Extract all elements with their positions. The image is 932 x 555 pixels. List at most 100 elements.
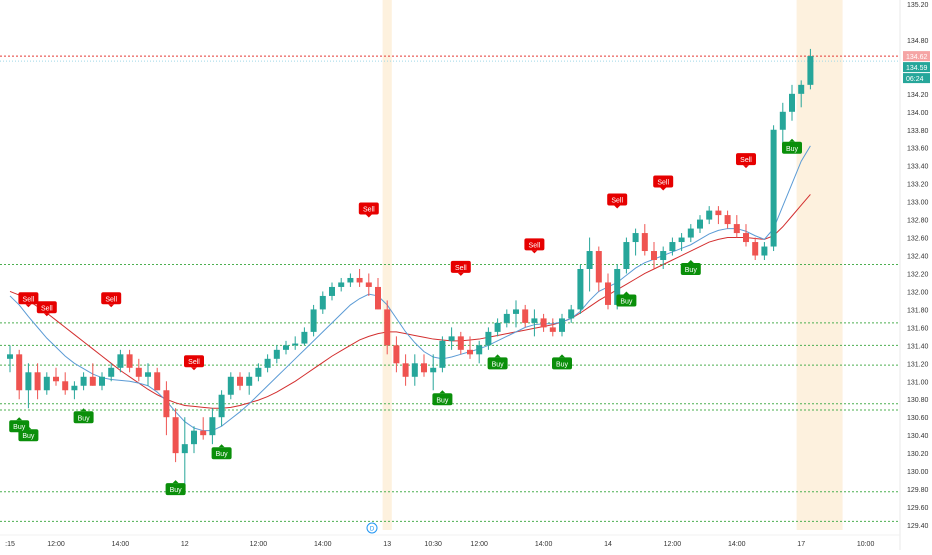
buy-signal-label: Buy (620, 298, 633, 305)
candle-body (448, 336, 455, 341)
candle-body (227, 376, 234, 395)
candle-body (237, 376, 243, 386)
candle-down (522, 304, 529, 328)
sell-signal: Sell (36, 301, 57, 317)
candle-up (586, 237, 593, 292)
candle-up (660, 246, 667, 269)
candle-up (687, 224, 694, 243)
candle-down (53, 367, 59, 386)
x-tick-label: 12:00 (250, 541, 268, 548)
candle-body (559, 318, 565, 332)
candle-body (375, 286, 381, 310)
candle-up (770, 125, 777, 252)
price-axis[interactable]: 135.20134.80134.40134.20134.00133.80133.… (907, 2, 929, 530)
sell-signal: Sell (358, 202, 379, 218)
sell-signal-box (450, 260, 471, 273)
candle-body (430, 367, 437, 373)
candle-up (697, 215, 703, 234)
candle-body (439, 340, 446, 368)
buy-signal-box (211, 447, 232, 460)
candle-up (218, 390, 225, 427)
buy-signal-arrow (494, 354, 501, 358)
y-tick-label: 130.80 (907, 397, 929, 404)
candle-body (513, 309, 519, 314)
sell-signal: Sell (736, 153, 756, 169)
candle-body (421, 363, 427, 373)
sell-signal-arrow (531, 250, 538, 254)
candle-up (798, 80, 805, 108)
y-tick-label: 130.40 (907, 433, 929, 440)
candle-down (457, 331, 464, 355)
candle-body (632, 233, 639, 243)
candle-up (494, 318, 501, 337)
sell-signal-arrow (25, 304, 32, 308)
candle-body (99, 376, 105, 386)
sell-signal: Sell (450, 260, 471, 276)
candle-body (651, 251, 657, 261)
last-price-tag-label: 134.59 (906, 65, 928, 72)
y-tick-label: 131.00 (907, 379, 929, 386)
candle-up (411, 354, 418, 386)
buy-signal-box (432, 393, 453, 406)
candle-down (651, 242, 657, 269)
x-tick-label: 17 (797, 541, 805, 548)
candle-up (209, 408, 216, 445)
candle-down (237, 372, 243, 391)
candle-up (503, 309, 510, 328)
sell-signal-arrow (457, 272, 464, 276)
y-tick-label: 133.40 (907, 164, 929, 171)
y-tick-label: 132.20 (907, 271, 929, 278)
candle-up (25, 363, 32, 409)
session-shade (382, 0, 392, 530)
scroll-marker-label: D (370, 527, 375, 533)
buy-signal-arrow (80, 408, 87, 412)
buy-signal-box (616, 294, 637, 307)
y-tick-label: 131.40 (907, 343, 929, 350)
candle-down (135, 358, 142, 382)
candle-body (393, 345, 400, 364)
candle-body (347, 277, 354, 283)
candle-body (154, 372, 161, 391)
candle-body (706, 210, 713, 220)
y-tick-label: 131.80 (907, 307, 929, 314)
candle-down (154, 367, 161, 391)
y-tick-label: 130.00 (907, 469, 929, 476)
buy-signal-box (73, 411, 94, 424)
candle-down (89, 363, 96, 386)
time-axis[interactable]: :15 12:00 14:00 12 12:00 14:00 13 10:30 12:00 14:… (0, 522, 900, 548)
buy-signal: Buy (782, 138, 802, 154)
candle-body (126, 354, 133, 368)
sell-signal-label: Sell (363, 206, 375, 213)
candles (7, 48, 814, 490)
buy-signal-label: Buy (22, 433, 35, 440)
buy-signal-box (552, 357, 572, 370)
sell-signal-label: Sell (41, 305, 53, 312)
candle-body (209, 417, 216, 436)
candle-up (246, 372, 253, 395)
candle-body (319, 295, 326, 310)
candle-up (632, 228, 639, 256)
buy-signal: Buy (9, 417, 30, 433)
countdown-tag-label: 06:24 (906, 76, 924, 83)
candle-up (117, 349, 124, 373)
buy-signal-arrow (559, 354, 565, 358)
candle-body (549, 327, 556, 332)
candle-body (89, 376, 96, 386)
candle-up (669, 237, 676, 256)
candle-body (641, 233, 648, 252)
candle-body (43, 376, 50, 391)
candle-body (687, 228, 694, 238)
buy-signal-arrow (218, 444, 225, 448)
candle-body (117, 354, 124, 368)
candle-up (439, 336, 446, 373)
candle-body (779, 111, 786, 130)
candle-up (706, 206, 713, 225)
candle-up (227, 372, 234, 400)
y-tick-label: 134.80 (907, 38, 929, 45)
x-tick-label: 12:00 (664, 541, 682, 548)
sell-signal-label: Sell (611, 198, 623, 205)
buy-signal: Buy (165, 480, 186, 496)
candle-up (273, 345, 280, 364)
